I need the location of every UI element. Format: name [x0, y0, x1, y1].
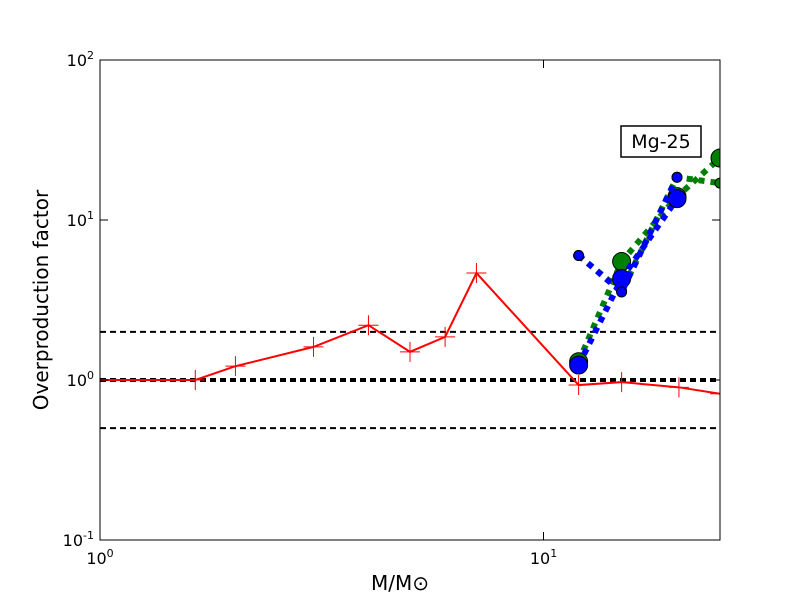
marker: [400, 341, 420, 362]
x-tick-label: 101: [530, 547, 557, 568]
y-tick-label: 101: [67, 209, 94, 230]
marker: [185, 370, 206, 390]
marker: [466, 263, 487, 284]
x-tick-label: 100: [86, 547, 113, 568]
marker: [714, 177, 720, 189]
y-axis-label: Overproduction factor: [29, 189, 53, 410]
marker: [667, 189, 687, 209]
annotation: Mg-25: [631, 131, 691, 153]
marker: [358, 315, 379, 336]
series-line: [100, 271, 720, 395]
y-tick-label: 100: [67, 369, 94, 390]
marker: [611, 372, 632, 393]
plot-frame: [99, 59, 721, 541]
marker: [303, 336, 324, 357]
y-tick-label: 10-1: [63, 529, 94, 550]
marker: [225, 356, 246, 377]
plot-area: [100, 148, 720, 430]
marker: [616, 286, 628, 298]
y-tick-label: 102: [67, 49, 94, 70]
marker: [568, 375, 589, 396]
marker: [671, 171, 683, 183]
x-axis-label: M/M⊙: [371, 571, 429, 595]
marker: [710, 148, 720, 168]
marker: [668, 377, 689, 398]
marker: [573, 249, 585, 261]
marker: [569, 355, 589, 375]
annotation-box: [620, 125, 702, 158]
marker: [435, 326, 456, 347]
marker: [710, 383, 720, 404]
